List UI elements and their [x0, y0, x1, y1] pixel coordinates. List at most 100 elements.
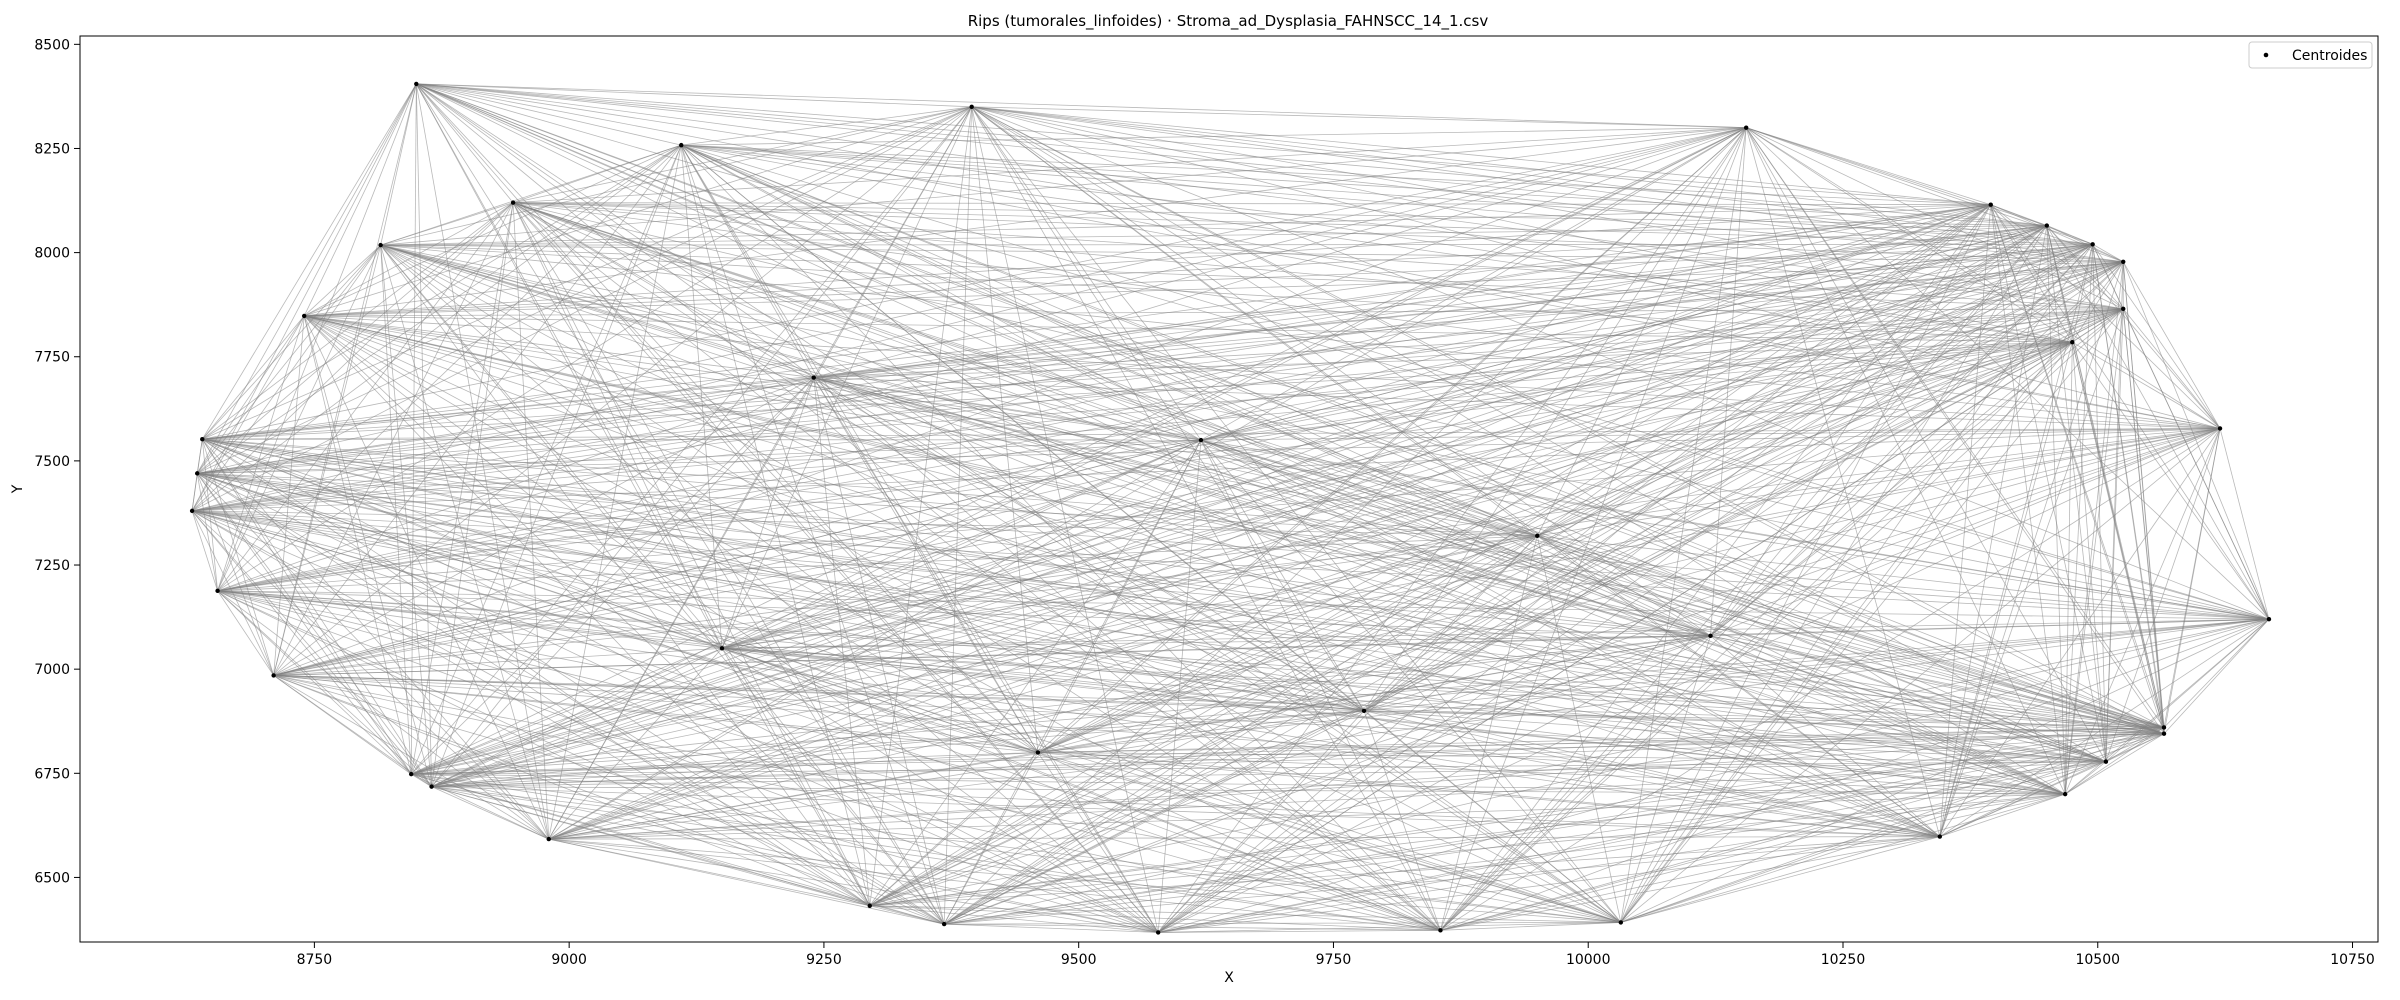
rips-edge	[548, 535, 1538, 840]
centroid-point	[378, 242, 383, 248]
rips-edge	[273, 243, 2093, 676]
centroid-point	[2161, 731, 2167, 736]
rips-edge	[971, 106, 2047, 226]
y-tick-label: 8500	[34, 37, 70, 53]
rips-edge	[273, 439, 1202, 676]
rips-edge	[202, 438, 1159, 933]
rips-edge	[217, 427, 2221, 592]
rips-edge	[813, 225, 2047, 378]
rips-edge	[197, 204, 1991, 474]
rips-edge	[869, 793, 2066, 907]
rips-edge	[1939, 727, 2165, 837]
rips-edge	[192, 377, 814, 512]
rips-edge	[513, 202, 2047, 226]
rips-edge	[1536, 535, 1622, 923]
rips-edge	[431, 786, 1159, 933]
rips-edge	[548, 793, 2066, 840]
rips-edge	[1157, 261, 2124, 933]
rips-edge	[1157, 635, 1711, 933]
rips-edge	[943, 261, 2124, 925]
rips-edge	[273, 675, 432, 787]
rips-edge	[721, 261, 2124, 649]
rips-edge	[1710, 635, 2165, 735]
rips-edge	[681, 144, 2124, 310]
rips-edge	[1363, 710, 1622, 923]
rips-edge	[192, 510, 1365, 712]
rips-edge	[217, 590, 723, 649]
rips-edge	[273, 377, 814, 676]
centroid-point	[408, 771, 414, 777]
rips-edge	[1990, 204, 2124, 263]
rips-edge	[1157, 225, 2048, 933]
rips-edge	[197, 377, 814, 474]
rips-edge	[1037, 733, 2165, 753]
rips-edge	[1200, 439, 1538, 537]
rips-edge	[273, 675, 870, 907]
rips-edge	[869, 439, 1202, 906]
rips-edge	[1363, 204, 1992, 712]
rips-edge	[2046, 225, 2124, 263]
rips-edge	[944, 836, 1940, 925]
rips-edge	[2219, 428, 2270, 620]
x-tick-label: 10750	[2330, 952, 2375, 968]
rips-edge	[1200, 439, 1711, 637]
rips-edge	[380, 244, 1538, 537]
rips-edge	[1037, 243, 2093, 753]
rips-edge	[681, 144, 1202, 441]
rips-edge	[1710, 225, 2048, 637]
rips-edge	[681, 144, 1538, 537]
rips-edge	[1710, 635, 2107, 763]
rips-edge	[273, 635, 1711, 676]
rips-edge	[202, 377, 814, 440]
y-tick-label: 7250	[34, 558, 70, 574]
rips-edge	[869, 635, 1711, 907]
rips-edge	[2092, 243, 2124, 263]
rips-edge	[1363, 535, 1538, 712]
rips-edge	[1200, 439, 1441, 931]
rips-edge	[202, 341, 2073, 440]
rips-edge	[813, 377, 1202, 441]
rips-edge	[415, 83, 945, 925]
legend-marker	[2263, 52, 2269, 58]
rips-edge	[1990, 204, 2066, 795]
rips-edge	[197, 472, 1621, 923]
rips-edge	[971, 106, 2107, 762]
rips-edge	[416, 83, 1538, 537]
rips-edge	[1200, 439, 1940, 837]
rips-edge	[1537, 535, 2270, 620]
rips-edge	[1157, 710, 1365, 933]
rips-edge	[303, 315, 1039, 753]
centroid-point	[1937, 834, 1943, 839]
rips-edge	[1363, 225, 2048, 712]
rips-edge	[201, 83, 417, 440]
rips-edge	[1537, 535, 1941, 837]
rips-edge	[303, 244, 381, 317]
rips-edge	[431, 786, 549, 840]
rips-edge	[202, 438, 723, 649]
rips-edge	[1746, 127, 2093, 245]
rips-edge	[944, 923, 1159, 933]
rips-edge	[196, 473, 550, 840]
rips-edge	[721, 647, 2165, 735]
rips-edge	[1037, 710, 1365, 753]
rips-edge	[2071, 342, 2107, 762]
rips-edge	[303, 315, 432, 787]
centroid-point	[200, 437, 205, 442]
rips-edge	[1363, 635, 1711, 712]
rips-edge	[217, 244, 381, 592]
rips-edge	[197, 341, 2073, 474]
rips-edge	[416, 83, 1622, 923]
rips-edge	[2071, 341, 2270, 620]
rips-edge	[303, 315, 1159, 933]
rips-edge	[380, 244, 2165, 728]
rips-edge	[273, 144, 682, 676]
rips-edge	[813, 377, 1159, 933]
rips-edge	[1537, 261, 2124, 537]
rips-edge	[2122, 308, 2270, 620]
centroid-point	[189, 508, 195, 514]
rips-edge	[971, 106, 1747, 129]
rips-edge	[197, 472, 2165, 728]
centroid-points	[189, 81, 2272, 935]
centroid-point	[215, 588, 220, 594]
rips-edge	[411, 308, 2124, 775]
